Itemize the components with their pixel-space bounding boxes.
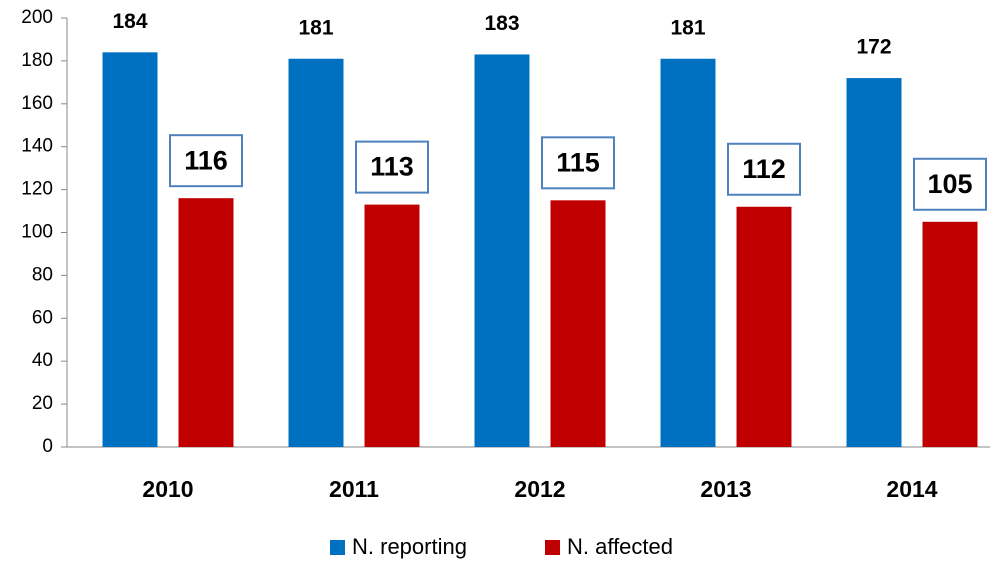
value-label: 183 <box>484 12 519 35</box>
value-label: 105 <box>927 169 972 199</box>
legend-label: N. reporting <box>352 534 467 559</box>
bar <box>660 58 716 447</box>
bar <box>364 204 420 447</box>
x-tick-label: 2010 <box>142 476 193 502</box>
legend-label: N. affected <box>567 534 673 559</box>
bar <box>102 52 158 447</box>
x-tick-label: 2012 <box>514 476 565 502</box>
value-label: 181 <box>298 16 333 39</box>
bar <box>550 200 606 447</box>
bar <box>178 198 234 447</box>
x-tick-label: 2013 <box>700 476 751 502</box>
bar <box>922 221 978 447</box>
value-label-box <box>727 142 801 196</box>
value-label: 181 <box>670 16 705 39</box>
value-label-box <box>913 157 987 211</box>
legend-swatch <box>330 540 345 555</box>
bar <box>736 206 792 447</box>
y-tick-label: 200 <box>21 7 53 28</box>
value-label: 116 <box>184 145 228 175</box>
value-label-box <box>169 134 243 188</box>
value-label: 113 <box>370 152 414 182</box>
y-tick-label: 40 <box>32 350 53 371</box>
y-tick-label: 100 <box>21 222 53 243</box>
value-label: 184 <box>112 10 147 33</box>
bar <box>846 78 902 447</box>
y-tick-label: 180 <box>21 50 53 71</box>
value-label: 172 <box>856 36 891 59</box>
legend-swatch <box>545 540 560 555</box>
value-label: 112 <box>742 154 786 184</box>
y-tick-label: 20 <box>32 393 53 414</box>
y-tick-label: 60 <box>32 307 53 328</box>
y-tick-label: 140 <box>21 136 53 157</box>
bar <box>474 54 530 448</box>
y-tick-label: 80 <box>32 264 53 285</box>
x-tick-label: 2014 <box>886 476 937 502</box>
bar <box>288 58 344 447</box>
y-tick-label: 0 <box>42 436 53 457</box>
value-label: 115 <box>556 147 600 177</box>
value-label-box <box>355 140 429 194</box>
y-tick-label: 120 <box>21 179 53 200</box>
y-tick-label: 160 <box>21 93 53 114</box>
x-tick-label: 2011 <box>329 476 379 502</box>
value-label-box <box>541 136 615 190</box>
